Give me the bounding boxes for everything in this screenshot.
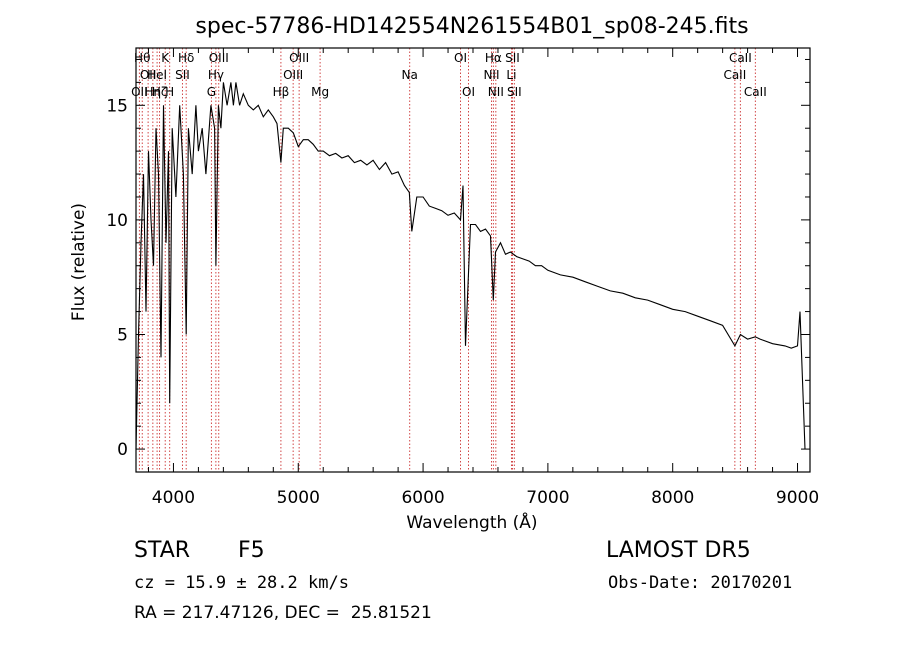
x-tick-label: 7000 bbox=[526, 488, 569, 508]
spectral-line-label: SII bbox=[175, 68, 190, 82]
spectral-line-label: CaII bbox=[744, 85, 767, 99]
spectral-line-label: Hδ bbox=[178, 51, 194, 65]
spectral-line-label: Li bbox=[506, 68, 516, 82]
spectral-line-label: OII bbox=[131, 85, 148, 99]
spectral-line-label: NII bbox=[488, 85, 504, 99]
spectral-line-label: H bbox=[165, 85, 174, 99]
spectral-line-markers bbox=[138, 48, 756, 472]
spectral-line-label: Hβ bbox=[273, 85, 290, 99]
spectral-line-label: NII bbox=[483, 68, 499, 82]
object-class: STAR bbox=[134, 538, 191, 563]
y-axis: 0 5 10 15 bbox=[106, 58, 810, 473]
spectral-line-label: HeI bbox=[147, 68, 167, 82]
x-tick-label: 5000 bbox=[277, 488, 320, 508]
spectral-line-label: Hη bbox=[145, 85, 162, 99]
subclass: F5 bbox=[238, 538, 265, 563]
x-axis-label: Wavelength (Å) bbox=[406, 511, 537, 533]
y-tick-label: 0 bbox=[117, 440, 128, 460]
x-tick-label: 8000 bbox=[651, 488, 694, 508]
spectral-line-label: Hθ bbox=[134, 51, 150, 65]
spectral-line-label: SII bbox=[505, 51, 520, 65]
y-tick-label: 10 bbox=[106, 211, 128, 231]
spectral-line-label: CaII bbox=[723, 68, 746, 82]
spectral-line-label: SII bbox=[507, 85, 522, 99]
y-tick-label: 5 bbox=[117, 325, 128, 345]
x-tick-label: 6000 bbox=[401, 488, 444, 508]
y-axis-label: Flux (relative) bbox=[69, 203, 89, 321]
spectral-line-label: OIII bbox=[283, 68, 303, 82]
x-tick-label: 4000 bbox=[152, 488, 195, 508]
x-axis: 4000 5000 6000 7000 8000 9000 bbox=[147, 48, 819, 508]
coordinates: RA = 217.47126, DEC = 25.81521 bbox=[134, 603, 432, 623]
spectral-line-label: K bbox=[161, 51, 170, 65]
spectrum-line bbox=[135, 82, 806, 450]
spectral-line-label: OI bbox=[462, 85, 475, 99]
spectral-line-label: Mg bbox=[311, 85, 329, 99]
x-tick-label: 9000 bbox=[776, 488, 819, 508]
spectral-line-label: Hα bbox=[485, 51, 502, 65]
spectral-line-label: Na bbox=[402, 68, 418, 82]
spectral-line-label: OIII bbox=[289, 51, 309, 65]
spectral-line-label: OIII bbox=[209, 51, 229, 65]
spectral-line-label: OI bbox=[454, 51, 467, 65]
spectral-line-label: CaII bbox=[729, 51, 752, 65]
plot-frame bbox=[135, 47, 811, 473]
y-tick-label: 15 bbox=[106, 96, 128, 116]
chart-title: spec-57786-HD142554N261554B01_sp08-245.f… bbox=[195, 14, 748, 39]
observation-date: Obs-Date: 20170201 bbox=[608, 573, 793, 593]
spectral-line-label: OII bbox=[140, 68, 157, 82]
spectral-line-label: Hγ bbox=[208, 68, 224, 82]
spectral-line-labels: OIIHθOIIHηHeIHζKHSIIHδGHγOIIIHβOIIIOIIIM… bbox=[131, 51, 767, 99]
redshift-velocity: cz = 15.9 ± 28.2 km/s bbox=[134, 573, 349, 593]
spectral-line-label: Hζ bbox=[152, 85, 168, 99]
survey-name: LAMOST DR5 bbox=[606, 538, 751, 563]
spectral-line-label: G bbox=[207, 85, 216, 99]
